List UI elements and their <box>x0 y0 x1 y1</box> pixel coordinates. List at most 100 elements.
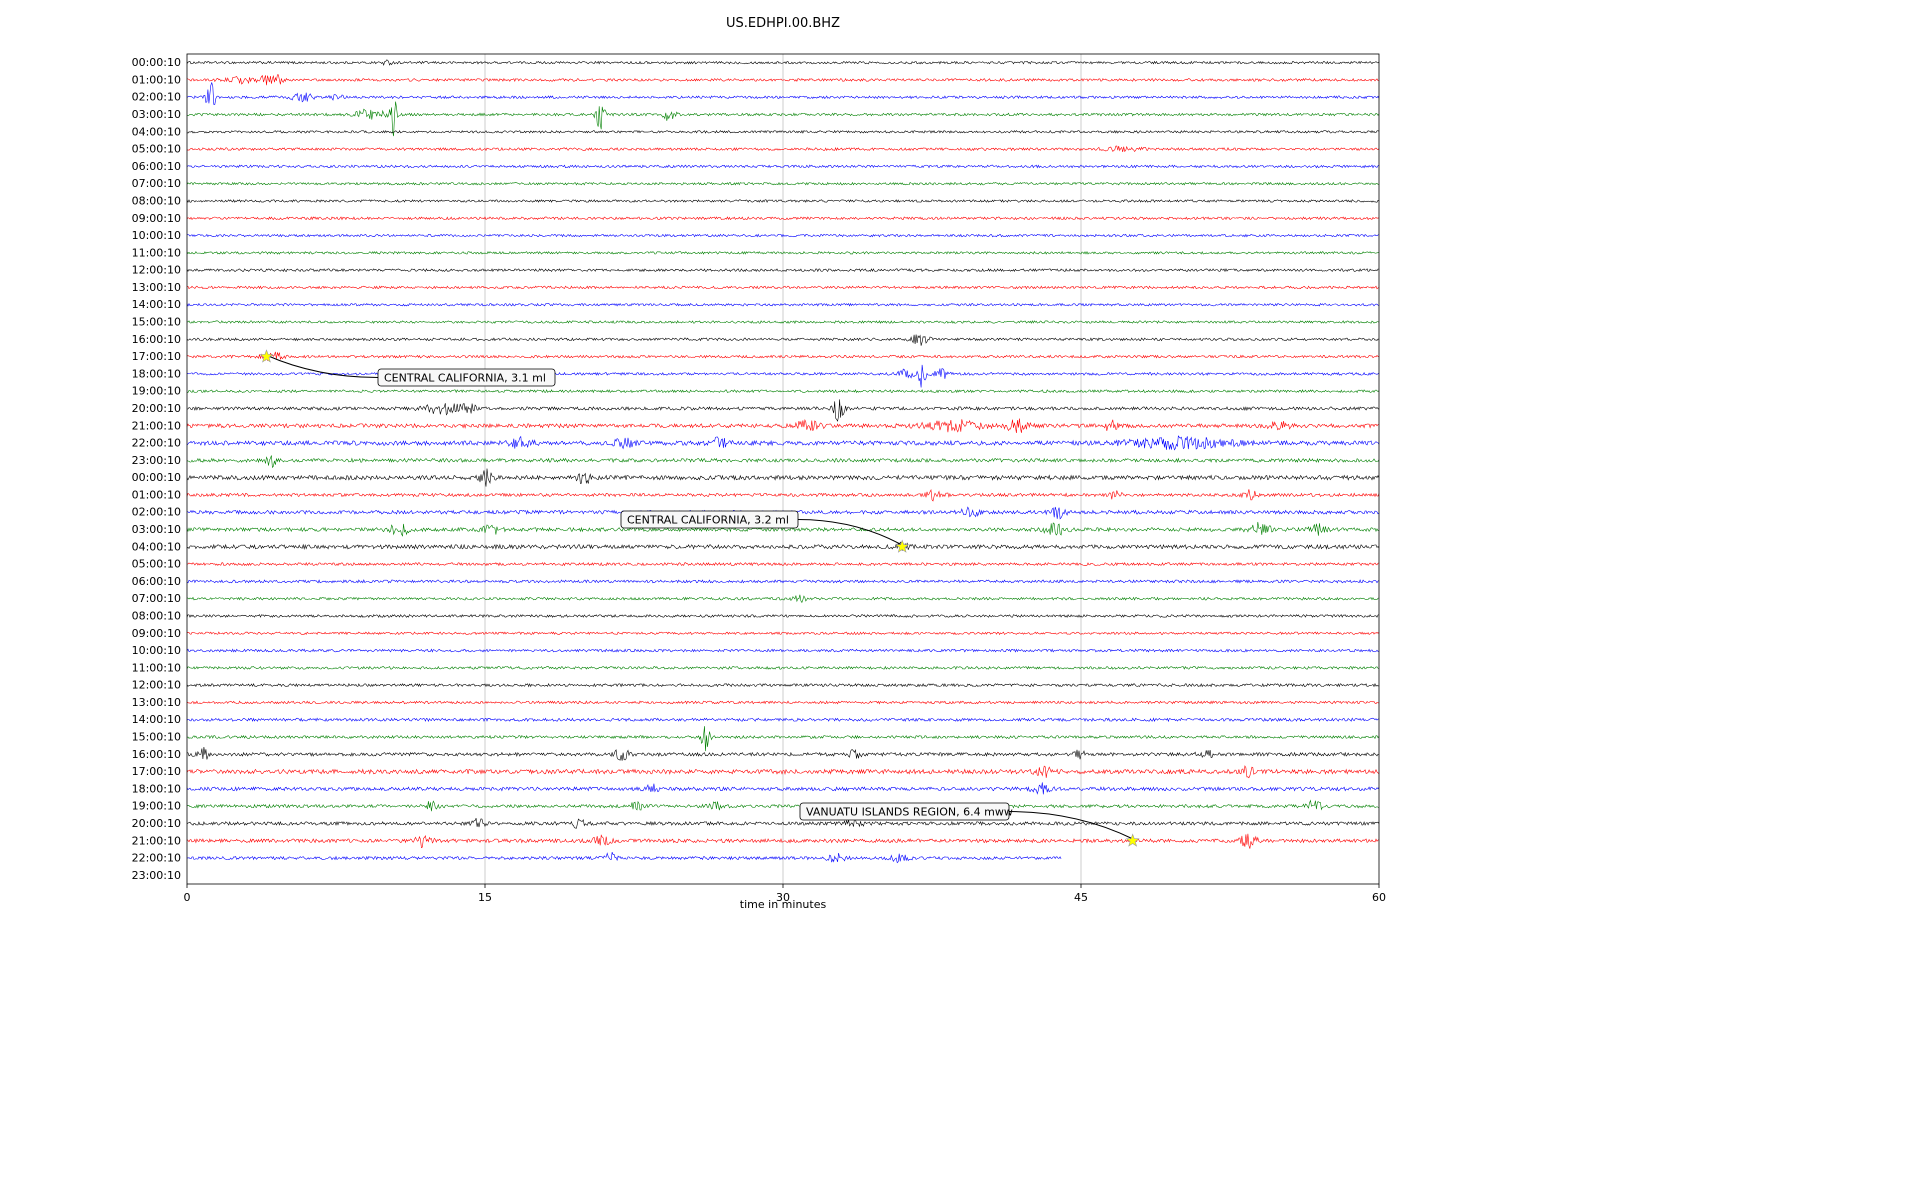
trace-row <box>186 613 1380 619</box>
gridlines <box>484 54 1082 884</box>
trace-row <box>186 833 1380 849</box>
trace-row <box>186 435 1380 451</box>
trace-row <box>186 418 1380 434</box>
event-annotation-label: CENTRAL CALIFORNIA, 3.2 ml <box>627 514 789 527</box>
trace-row <box>186 489 1380 502</box>
row-time-label: 00:00:10 <box>132 56 181 69</box>
row-time-label: 22:00:10 <box>132 437 181 450</box>
row-time-label: 16:00:10 <box>132 748 181 761</box>
trace-row <box>186 389 1380 394</box>
row-time-label: 08:00:10 <box>132 194 181 207</box>
event-annotation-label: CENTRAL CALIFORNIA, 3.1 ml <box>384 372 546 385</box>
x-tick-label: 45 <box>1074 891 1088 904</box>
trace-row <box>186 468 1380 487</box>
row-time-label: 10:00:10 <box>132 644 181 657</box>
trace-row <box>186 320 1380 324</box>
row-time-label: 02:00:10 <box>132 91 181 104</box>
row-time-label: 17:00:10 <box>132 350 181 363</box>
row-time-label: 15:00:10 <box>132 316 181 329</box>
row-time-label: 13:00:10 <box>132 281 181 294</box>
trace-row <box>186 399 1380 422</box>
trace-row <box>186 541 1380 551</box>
row-time-label: 12:00:10 <box>132 679 181 692</box>
trace-row <box>186 682 1380 688</box>
trace-row <box>186 455 1380 469</box>
trace-row <box>186 268 1380 273</box>
x-tick-label: 0 <box>184 891 191 904</box>
event-annotation-label: VANUATU ISLANDS REGION, 6.4 mww <box>806 806 1013 819</box>
row-time-label: 05:00:10 <box>132 558 181 571</box>
trace-row <box>186 665 1380 670</box>
row-time-label: 06:00:10 <box>132 575 181 588</box>
row-time-label: 18:00:10 <box>132 782 181 795</box>
trace-row <box>186 216 1380 221</box>
row-time-label: 18:00:10 <box>132 367 181 380</box>
trace-row <box>186 285 1380 290</box>
trace-row <box>186 799 1380 812</box>
trace-row <box>186 164 1380 169</box>
row-time-label: 14:00:10 <box>132 713 181 726</box>
trace-row <box>186 747 1380 761</box>
row-time-label: 01:00:10 <box>132 488 181 501</box>
event-annotation-box <box>799 802 1010 821</box>
trace-row <box>186 233 1380 238</box>
trace-row <box>186 648 1380 653</box>
trace-row <box>186 199 1380 203</box>
row-time-label: 00:00:10 <box>132 471 181 484</box>
row-time-label: 21:00:10 <box>132 834 181 847</box>
row-time-label: 05:00:10 <box>132 143 181 156</box>
trace-row <box>186 250 1380 255</box>
event-connector <box>265 354 379 378</box>
row-time-label: 09:00:10 <box>132 212 181 225</box>
row-time-label: 07:00:10 <box>132 177 181 190</box>
row-time-label: 07:00:10 <box>132 592 181 605</box>
row-time-label: 20:00:10 <box>132 402 181 415</box>
row-time-label: 15:00:10 <box>132 731 181 744</box>
row-time-label: 01:00:10 <box>132 73 181 86</box>
row-time-label: 04:00:10 <box>132 540 181 553</box>
x-axis-label: time in minutes <box>739 898 827 911</box>
trace-row <box>186 852 1062 864</box>
trace-row <box>186 101 1380 137</box>
row-time-label: 08:00:10 <box>132 609 181 622</box>
row-time-label: 17:00:10 <box>132 765 181 778</box>
x-tick-label: 30 <box>776 891 790 904</box>
row-time-label: 09:00:10 <box>132 627 181 640</box>
trace-row <box>186 726 1380 752</box>
event-star <box>1125 833 1140 847</box>
row-time-label: 06:00:10 <box>132 160 181 173</box>
row-time-label: 11:00:10 <box>132 246 181 259</box>
trace-row <box>186 521 1380 537</box>
trace-row <box>186 579 1380 584</box>
row-time-label: 21:00:10 <box>132 419 181 432</box>
trace-row <box>186 817 1380 829</box>
seismogram-title: US.EDHPI.00.BHZ <box>726 16 840 31</box>
row-time-label: 14:00:10 <box>132 298 181 311</box>
row-time-label: 23:00:10 <box>132 869 181 882</box>
row-time-label: 22:00:10 <box>132 852 181 865</box>
x-axis: 0 15 30 45 60 <box>184 884 1386 904</box>
trace-row <box>186 181 1380 186</box>
row-time-label: 11:00:10 <box>132 661 181 674</box>
trace-row <box>186 145 1380 153</box>
event-annotation-box <box>377 368 556 387</box>
event-connector <box>797 519 903 546</box>
row-time-label: 20:00:10 <box>132 817 181 830</box>
event-star <box>895 539 910 553</box>
trace-row <box>186 129 1380 134</box>
event-annotation-box <box>620 510 799 529</box>
event-star <box>259 349 274 363</box>
x-tick-label: 15 <box>478 891 492 904</box>
trace-row <box>186 74 1380 86</box>
trace-rows: 00:00:10 01:00:10 02:00:10 03:00:10 04:00:10… <box>132 56 1380 882</box>
trace-row <box>186 700 1380 705</box>
row-time-label: 13:00:10 <box>132 696 181 709</box>
row-time-label: 04:00:10 <box>132 125 181 138</box>
trace-row <box>186 631 1380 636</box>
events: CENTRAL CALIFORNIA, 3.1 ml CENTRAL CALIFO… <box>259 349 1140 847</box>
row-time-label: 03:00:10 <box>132 523 181 536</box>
row-time-label: 19:00:10 <box>132 800 181 813</box>
row-time-label: 02:00:10 <box>132 506 181 519</box>
